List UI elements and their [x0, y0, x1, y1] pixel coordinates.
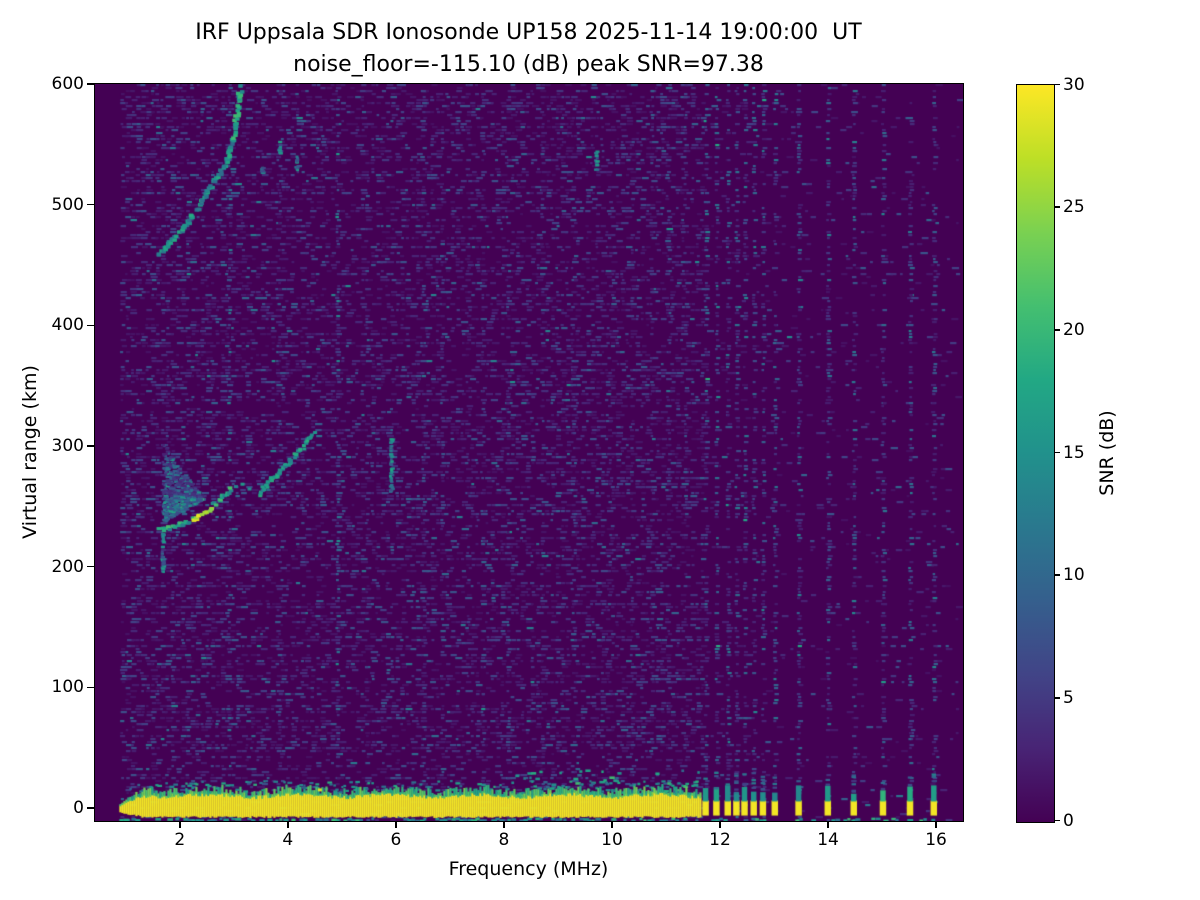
y-tick-label: 300: [51, 435, 84, 456]
colorbar-tick-mark: [1054, 206, 1060, 208]
y-tick-mark: [87, 807, 94, 809]
x-tick-label: 8: [498, 830, 510, 850]
x-tick-mark: [287, 821, 289, 828]
colorbar-tick-label: 0: [1063, 810, 1074, 831]
colorbar-tick-label: 30: [1063, 74, 1085, 95]
x-tick-mark: [395, 821, 397, 828]
x-tick-mark: [827, 821, 829, 828]
y-tick-label: 100: [51, 677, 84, 698]
x-tick-mark: [611, 821, 613, 828]
plot-area: [94, 83, 964, 822]
x-tick-label: 14: [817, 830, 839, 850]
x-tick-mark: [935, 821, 937, 828]
colorbar-tick-mark: [1054, 83, 1060, 86]
y-tick-mark: [87, 686, 94, 689]
colorbar-tick-mark: [1054, 574, 1060, 576]
colorbar: [1016, 84, 1055, 823]
colorbar-tick-label: 15: [1063, 442, 1085, 463]
colorbar-gradient: [1017, 85, 1054, 822]
y-tick-mark: [87, 83, 94, 85]
y-tick-label: 400: [51, 315, 84, 336]
ionogram-heatmap: [95, 84, 963, 821]
colorbar-tick-label: 20: [1063, 319, 1085, 340]
y-tick-mark: [87, 565, 94, 568]
colorbar-tick-mark: [1054, 819, 1060, 822]
x-tick-mark: [179, 821, 181, 828]
y-tick-label: 600: [51, 74, 84, 94]
x-tick-mark: [719, 821, 721, 828]
x-tick-label: 12: [709, 830, 731, 850]
colorbar-tick-label: 25: [1063, 197, 1085, 218]
x-tick-mark: [503, 821, 505, 828]
y-tick-mark: [87, 324, 94, 327]
y-tick-label: 200: [51, 556, 84, 577]
x-tick-label: 6: [390, 830, 402, 850]
colorbar-tick-label: 10: [1063, 565, 1085, 586]
chart-title: IRF Uppsala SDR Ionosonde UP158 2025-11-…: [195, 20, 862, 45]
y-tick-label: 500: [51, 194, 84, 215]
y-tick-label: 0: [73, 797, 84, 818]
y-tick-mark: [87, 203, 94, 206]
colorbar-tick-label: 5: [1063, 687, 1074, 708]
colorbar-tick-mark: [1054, 697, 1060, 699]
chart-subtitle: noise_floor=-115.10 (dB) peak SNR=97.38: [293, 52, 764, 77]
x-tick-label: 10: [601, 830, 623, 850]
colorbar-tick-mark: [1054, 451, 1060, 454]
x-tick-label: 16: [925, 830, 947, 850]
x-axis-label: Frequency (MHz): [448, 858, 609, 880]
x-tick-label: 4: [282, 830, 294, 850]
colorbar-tick-mark: [1054, 329, 1060, 331]
x-tick-label: 2: [174, 830, 186, 850]
y-tick-mark: [87, 445, 94, 447]
